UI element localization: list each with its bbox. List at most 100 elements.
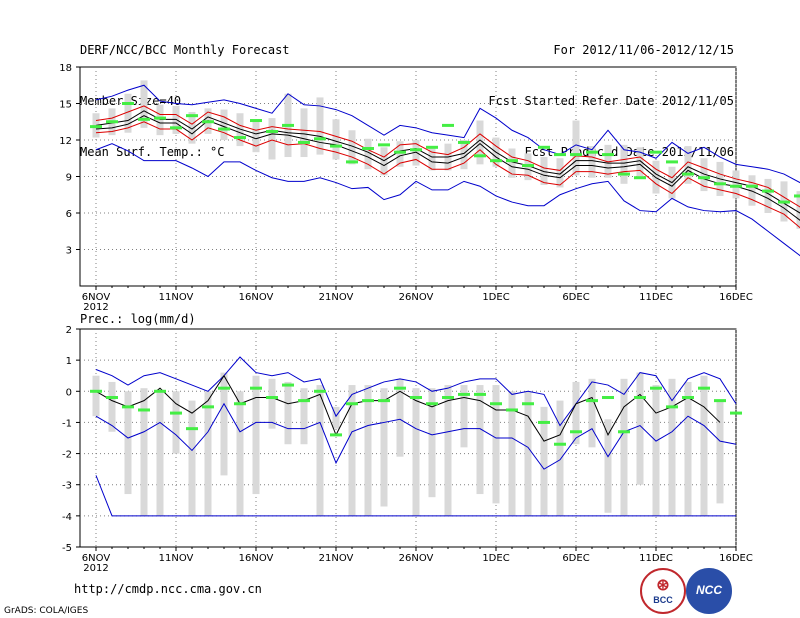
prec-ytick-label: 2 [66,325,72,336]
temp-ensemble-mean-mark [378,143,390,147]
prec-spread-box [284,381,292,445]
prec-ensemble-mean-mark [442,396,454,400]
prec-spread-box [476,385,484,495]
temp-spread-box [764,178,772,213]
temp-spread-box [508,148,516,178]
temp-mean-line [95,110,800,214]
temp-ensemble-mean-mark [698,176,710,180]
temp-ensemble-mean-mark [650,150,662,154]
temp-spread-box [796,191,800,229]
prec-spread-box [492,385,500,504]
temp-spread-box [556,158,564,188]
temp-xtick-label: 21NOV [319,292,354,303]
prec-spread-box [716,400,724,504]
prec-ensemble-mean-mark [458,392,470,396]
prec-xtick-label: 6NOV [82,553,111,564]
prec-ensemble-mean-mark [602,396,614,400]
prec-spread-box [412,388,420,516]
prec-spread-box [508,391,516,516]
bcc-logo-text: BCC [653,595,673,605]
prec-ensemble-mean-mark [410,396,422,400]
prec-spread-box [348,385,356,516]
temp-ensemble-mean-mark [170,126,182,130]
prec-ensemble-mean-mark [650,386,662,390]
prec-bottom-line [95,475,736,517]
prec-spread-box [140,388,148,516]
prec-lower-line [95,402,737,470]
temp-upper-line [95,84,800,184]
prec-ensemble-mean-mark [506,408,518,412]
ncc-logo: NCC [686,568,732,614]
temp-xtick-label: 26NOV [399,292,434,303]
prec-spread-box [300,388,308,445]
temp-ensemble-mean-mark [410,148,422,152]
prec-ensemble-mean-mark [346,402,358,406]
ncc-logo-text: NCC [696,583,722,597]
temp-xtick-label: 16DEC [719,292,753,303]
temp-ensemble-mean-mark [426,145,438,149]
temp-spread-box [220,109,228,140]
prec-ytick-label: -5 [62,543,72,554]
temp-ensemble-mean-mark [474,154,486,158]
prec-ensemble-mean-mark [106,396,118,400]
prec-xtick-label: 16NOV [239,553,274,564]
prec-year-label: 2012 [83,563,108,574]
temp-spread-box [476,120,484,165]
chart-title: DERF/NCC/BCC Monthly Forecast [80,43,290,57]
prec-ytick-label: -1 [62,418,72,429]
prec-spread-box [636,372,644,485]
temp-ensemble-mean-mark [234,136,246,140]
temp-ensemble-mean-mark [394,150,406,154]
temp-xtick-label: 6NOV [82,292,111,303]
temp-spread-box [732,170,740,199]
prec-ensemble-mean-mark [202,405,214,409]
prec-spread-box [236,391,244,516]
forecast-period: For 2012/11/06-2012/12/15 [553,43,734,57]
temp-spread-box [748,175,756,206]
prec-spread-box [540,406,548,516]
temp-ensemble-mean-mark [490,159,502,163]
temp-panel: 3 6 9 12 15 18 6NOV 11NOV 16NOV 21NOV 26NOV 1DEC 6DE… [59,63,800,313]
prec-xtick-label: 1DEC [482,553,509,564]
prec-ensemble-mean-mark [298,399,310,403]
temp-ensemble-mean-mark [730,184,742,188]
prec-xtick-label: 6DEC [562,553,589,564]
prec-ensemble-mean-mark [362,399,374,403]
prec-spread-box [252,375,260,495]
temp-spread-box [156,104,164,136]
prec-ensemble-mean-mark [522,402,534,406]
temp-xtick-label: 1DEC [482,292,509,303]
prec-spread-box [172,391,180,454]
prec-ensemble-mean-mark [154,389,166,393]
temp-ensemble-mean-mark [618,172,630,176]
temp-year-label: 2012 [83,302,108,313]
temp-spread-box [348,130,356,165]
prec-xtick-label: 11NOV [159,553,194,564]
prec-ytick-label: -2 [62,450,72,461]
prec-spread-box [460,385,468,448]
temp-ensemble-mean-mark [202,120,214,124]
temp-spread-box [268,118,276,160]
prec-spread-box [124,391,132,495]
prec-ensemble-mean-mark [90,389,102,393]
temp-ensemble-mean-mark [794,194,800,198]
prec-spread-box [588,378,596,448]
prec-spread-box [108,381,116,432]
footer-url[interactable]: http://cmdp.ncc.cma.gov.cn [74,582,262,596]
prec-ensemble-mean-mark [618,430,630,434]
prec-panel-title: Prec.: log(mm/d) [80,312,196,326]
temp-spread-box [300,108,308,158]
prec-ensemble-mean-mark [186,427,198,431]
prec-ensemble-mean-mark [234,402,246,406]
prec-xtick-label: 11DEC [639,553,673,564]
temp-spread-box [604,144,612,178]
temp-spread-box [380,147,388,176]
temp-ensemble-mean-mark [250,119,262,123]
temp-spread-box [140,80,148,128]
prec-ensemble-mean-mark [378,399,390,403]
prec-spread-box [268,378,276,429]
temp-spread-box [460,140,468,170]
prec-ensemble-mean-mark [666,405,678,409]
prec-spread-box [364,385,372,516]
temp-spread-box [396,141,404,167]
